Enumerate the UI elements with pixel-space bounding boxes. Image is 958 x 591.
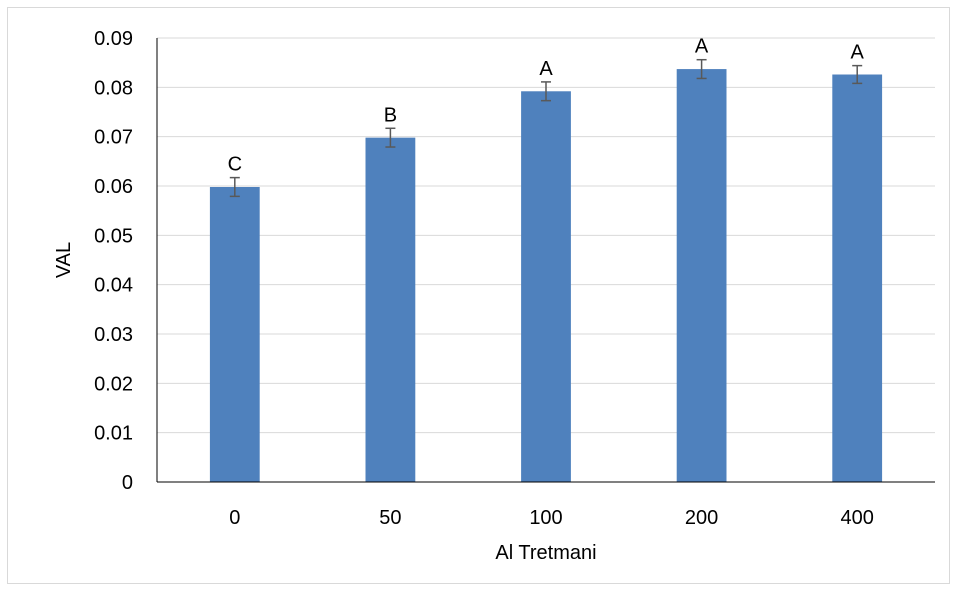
- error-bars: [229, 58, 863, 198]
- y-tick-label: 0.09: [94, 28, 133, 50]
- bar: [676, 69, 727, 482]
- axes: [156, 38, 935, 483]
- y-tick-labels: 0 0.01 0.02 0.03 0.04 0.05 0.06 0.07 0.08 0.09: [94, 28, 133, 494]
- significance-label: B: [384, 104, 397, 126]
- bar: [521, 91, 571, 482]
- y-tick-label: 0: [122, 472, 133, 494]
- y-tick-label: 0.03: [94, 324, 133, 346]
- y-tick-label: 0.07: [94, 127, 133, 149]
- significance-label: C: [228, 154, 242, 176]
- bar: [832, 74, 883, 483]
- y-tick-label: 0.04: [94, 275, 133, 297]
- y-tick-label: 0.08: [94, 77, 133, 99]
- x-tick-label: 50: [379, 507, 401, 529]
- y-tick-label: 0.06: [94, 176, 133, 198]
- x-tick-labels: 0 50 100 200 400: [229, 507, 874, 529]
- significance-label: A: [539, 58, 553, 80]
- bar: [365, 137, 416, 483]
- y-axis-title: VAL: [53, 242, 75, 278]
- x-tick-label: 100: [529, 507, 562, 529]
- x-tick-label: 0: [229, 507, 240, 529]
- y-tick-label: 0.01: [94, 423, 133, 445]
- bar: [209, 186, 260, 482]
- x-tick-label: 200: [685, 507, 718, 529]
- y-tick-label: 0.02: [94, 373, 133, 395]
- y-tick-label: 0.05: [94, 225, 133, 247]
- significance-labels: C B A A A: [228, 36, 865, 176]
- significance-label: A: [695, 36, 709, 58]
- x-tick-label: 400: [841, 507, 874, 529]
- x-axis-title: Al Tretmani: [495, 542, 596, 564]
- significance-label: A: [851, 42, 865, 64]
- bars: [209, 69, 883, 483]
- chart-frame: [7, 7, 950, 584]
